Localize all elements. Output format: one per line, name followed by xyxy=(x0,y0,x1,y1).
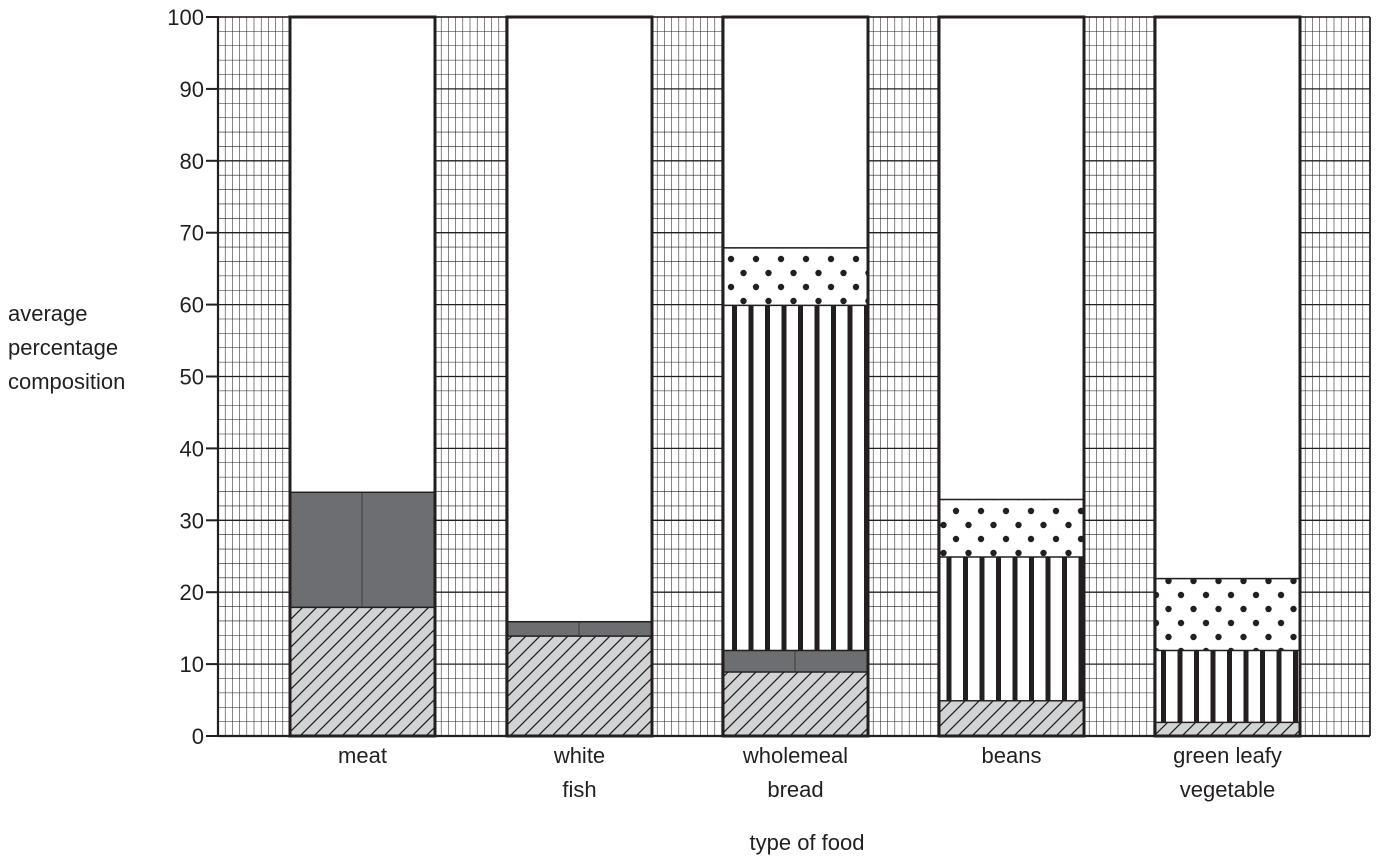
y-axis-label-line-1: average xyxy=(8,301,88,326)
bar-segment-white xyxy=(939,17,1084,499)
y-tick-label: 40 xyxy=(180,436,204,461)
bar-segment-dots xyxy=(723,247,868,305)
y-tick-label: 10 xyxy=(180,652,204,677)
bar-segment-dots xyxy=(1155,577,1300,650)
bar-segment-dots xyxy=(939,498,1084,557)
category-label: fish xyxy=(562,777,596,802)
y-axis-label: average percentage composition xyxy=(8,297,125,399)
y-tick-label: 100 xyxy=(167,5,204,30)
category-label: meat xyxy=(338,743,387,768)
category-label: vegetable xyxy=(1180,777,1275,802)
y-axis-label-line-2: percentage xyxy=(8,335,119,360)
bar-segment-hatch xyxy=(723,671,868,736)
y-tick-label: 50 xyxy=(180,365,204,390)
bar-0 xyxy=(288,15,437,738)
bar-3 xyxy=(937,15,1086,738)
bar-1 xyxy=(505,15,654,738)
x-axis-label-wrap: type of food xyxy=(0,830,1376,856)
category-label: beans xyxy=(982,743,1042,768)
bar-2 xyxy=(721,15,870,738)
y-tick-labels: 0 10 20 30 40 50 60 70 80 90 100 xyxy=(167,5,218,749)
bars xyxy=(288,15,1302,738)
x-axis-label: type of food xyxy=(749,830,865,855)
y-axis-label-line-3: composition xyxy=(8,369,126,394)
bar-segment-hatch xyxy=(1155,721,1300,736)
bar-segment-hatch xyxy=(939,700,1084,736)
y-tick-label: 0 xyxy=(192,724,204,749)
bar-4 xyxy=(1153,15,1302,738)
category-label: white xyxy=(553,743,605,768)
bar-segment-stripes xyxy=(1155,649,1300,722)
y-tick-label: 90 xyxy=(180,77,204,102)
bar-segment-stripes xyxy=(723,304,868,650)
y-tick-label: 30 xyxy=(180,508,204,533)
category-labels: meat white fish wholemeal bread beans green le… xyxy=(338,743,1282,802)
y-tick-label: 70 xyxy=(180,221,204,246)
category-label: bread xyxy=(767,777,823,802)
category-label: wholemeal xyxy=(742,743,848,768)
bar-segment-white xyxy=(507,17,652,621)
bar-segment-stripes xyxy=(939,556,1084,701)
bar-segment-hatch xyxy=(507,635,652,736)
category-label: green leafy xyxy=(1173,743,1282,768)
bar-segment-white xyxy=(723,17,868,248)
y-tick-label: 60 xyxy=(180,293,204,318)
y-tick-label: 20 xyxy=(180,580,204,605)
bar-segment-hatch xyxy=(290,606,435,736)
bar-segment-white xyxy=(290,17,435,492)
bar-segment-white xyxy=(1155,17,1300,578)
y-tick-label: 80 xyxy=(180,149,204,174)
